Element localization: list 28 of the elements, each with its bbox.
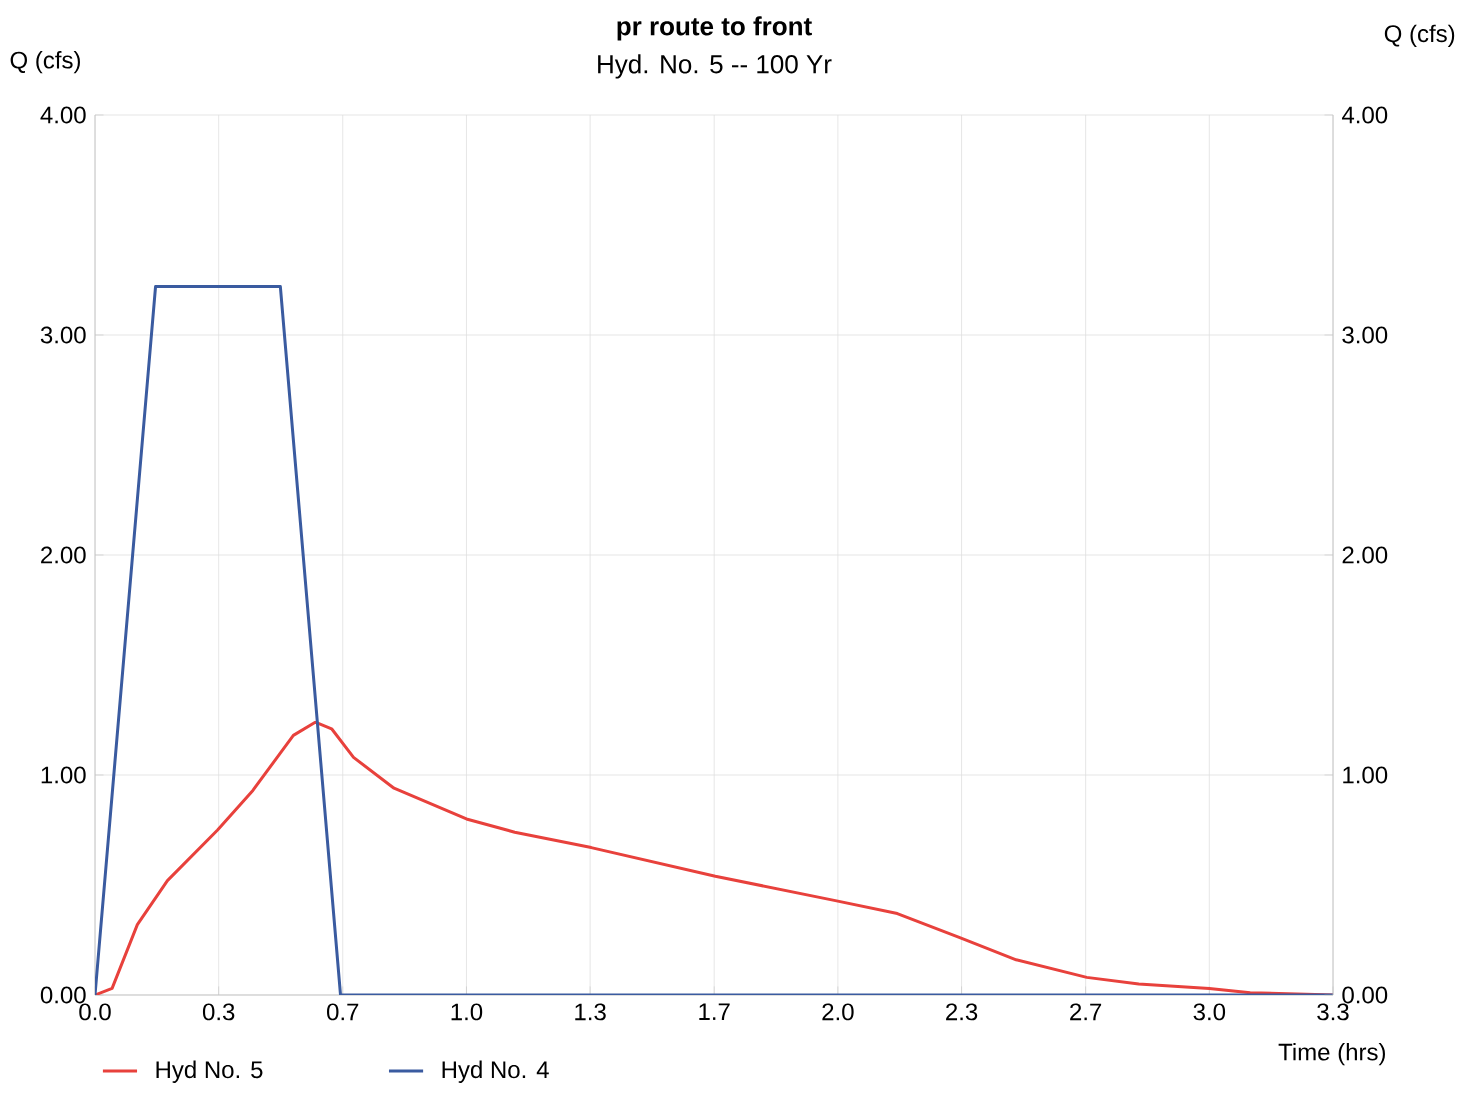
- y2-tick-label: 2.00: [1342, 546, 1388, 564]
- y2-tick-label: 1.00: [1343, 766, 1388, 784]
- x-tick-label: 2.3: [946, 1003, 978, 1021]
- x-tick-label: 2.7: [1070, 1003, 1102, 1021]
- x-tick-label: 0.7: [327, 1003, 359, 1021]
- y-tick-label: 0.00: [40, 986, 86, 1004]
- chart-subtitle: Hyd. No. 5 -- 100 Yr: [598, 54, 832, 79]
- y2-tick-label: 3.00: [1342, 326, 1388, 344]
- y2-axis-title: Q (cfs): [1384, 24, 1455, 47]
- x-tick-label: 2.0: [822, 1003, 854, 1021]
- y2-tick-label: 4.00: [1341, 106, 1388, 124]
- y2-tick-label: 0.00: [1342, 986, 1388, 1004]
- y-tick-label: 4.00: [40, 106, 86, 124]
- y-tick-label: 3.00: [40, 326, 86, 344]
- x-tick-label: 0.0: [79, 1003, 111, 1021]
- y-axis-title: Q (cfs): [10, 51, 80, 74]
- y-tick-label: 2.00: [41, 546, 86, 564]
- x-tick-label: 1.0: [451, 1003, 483, 1021]
- x-tick-label: 1.7: [699, 1003, 730, 1020]
- chart-title: pr route to front: [617, 16, 812, 41]
- x-tick-label: 3.0: [1193, 1003, 1226, 1021]
- x-axis-title: Time (hrs): [1278, 1043, 1385, 1066]
- x-tick-label: 0.3: [202, 1003, 235, 1021]
- legend-label: Hyd No. 5: [156, 1060, 263, 1083]
- y-tick-label: 1.00: [41, 766, 86, 784]
- x-tick-label: 3.3: [1317, 1003, 1349, 1021]
- x-tick-label: 1.3: [575, 1003, 606, 1021]
- legend-label: Hyd No. 4: [442, 1060, 549, 1083]
